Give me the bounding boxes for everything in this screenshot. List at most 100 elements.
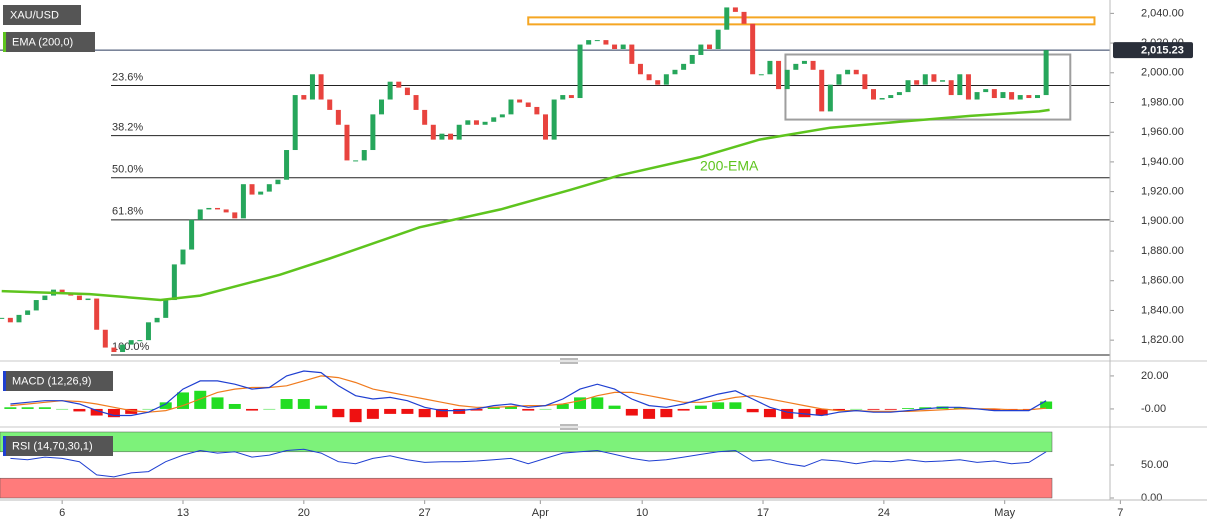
candle bbox=[154, 317, 160, 323]
histogram-bar bbox=[90, 408, 103, 416]
candle bbox=[1034, 95, 1040, 99]
x-tick-label: 24 bbox=[878, 507, 890, 519]
indicator-badge[interactable] bbox=[3, 32, 95, 52]
histogram-bar bbox=[280, 399, 293, 409]
candle bbox=[85, 298, 91, 301]
histogram-bar bbox=[832, 408, 845, 411]
x-tick-label: 27 bbox=[419, 507, 431, 519]
candle bbox=[827, 84, 833, 112]
candle bbox=[940, 80, 946, 82]
candle bbox=[836, 74, 842, 85]
candle bbox=[707, 44, 713, 50]
rsi-band bbox=[0, 477, 1053, 499]
candle bbox=[801, 60, 807, 64]
histogram-bar bbox=[194, 390, 207, 409]
candle bbox=[793, 63, 799, 70]
histogram-bar bbox=[556, 403, 569, 409]
zone bbox=[527, 16, 1096, 26]
histogram-bar bbox=[487, 407, 500, 409]
candle bbox=[620, 44, 626, 50]
price-badge-label: 2,015.23 bbox=[1141, 45, 1184, 57]
histogram-bar bbox=[73, 408, 86, 412]
histogram-bar bbox=[297, 399, 310, 409]
candle bbox=[42, 295, 48, 301]
candle bbox=[732, 7, 738, 12]
candle bbox=[888, 95, 894, 99]
chart-title: XAU/USD bbox=[10, 9, 59, 21]
histogram-bar bbox=[746, 408, 759, 413]
candle bbox=[1009, 92, 1015, 100]
histogram-bar bbox=[211, 397, 224, 409]
candle bbox=[508, 99, 514, 115]
candle bbox=[163, 300, 169, 318]
histogram-bar bbox=[763, 408, 776, 418]
indicator-badge[interactable] bbox=[3, 436, 113, 456]
candle bbox=[0, 317, 5, 319]
candle bbox=[422, 109, 428, 125]
annotation: 200-EMA bbox=[700, 158, 759, 174]
candle bbox=[603, 40, 609, 45]
candle bbox=[94, 298, 100, 330]
candle bbox=[776, 60, 782, 90]
fib-label: 50.0% bbox=[112, 164, 143, 176]
plot-layers: 23.6%38.2%50.0%61.8%100.0%200-EMA1,820.0… bbox=[0, 7, 1193, 519]
histogram-bar bbox=[729, 402, 742, 409]
x-tick-label: 13 bbox=[177, 507, 189, 519]
resize-handle[interactable] bbox=[560, 358, 578, 430]
fib-label: 38.2% bbox=[112, 122, 143, 134]
candle bbox=[361, 150, 367, 161]
candle bbox=[853, 69, 859, 75]
candle bbox=[568, 95, 574, 99]
x-tick-label: 7 bbox=[1117, 507, 1123, 519]
histogram-bar bbox=[988, 408, 1001, 411]
candle bbox=[991, 89, 997, 99]
candle bbox=[344, 124, 350, 161]
candle bbox=[413, 95, 419, 110]
histogram-bar bbox=[867, 408, 880, 410]
candle bbox=[284, 150, 290, 180]
histogram-bar bbox=[539, 408, 552, 410]
histogram-bar bbox=[315, 405, 328, 409]
candle bbox=[845, 69, 851, 75]
line bbox=[10, 375, 1047, 413]
histogram-bar bbox=[4, 407, 17, 409]
histogram-bar bbox=[1040, 401, 1053, 409]
candle bbox=[465, 120, 471, 125]
candle bbox=[983, 89, 989, 93]
candle bbox=[387, 81, 393, 100]
histogram-bar bbox=[712, 402, 725, 409]
candle bbox=[525, 102, 531, 107]
candle bbox=[724, 7, 730, 30]
x-tick-label: 10 bbox=[636, 507, 648, 519]
histogram-bar bbox=[21, 407, 34, 409]
indicator-badge[interactable] bbox=[3, 371, 113, 391]
candle bbox=[784, 69, 790, 90]
candle bbox=[534, 106, 540, 115]
panel-title: RSI (14,70,30,1) bbox=[12, 440, 93, 452]
candle bbox=[309, 74, 315, 100]
rsi-band bbox=[0, 431, 1053, 453]
candle bbox=[240, 184, 246, 219]
candle bbox=[197, 209, 203, 220]
histogram-bar bbox=[470, 408, 483, 411]
candle bbox=[905, 80, 911, 93]
candle bbox=[862, 74, 868, 90]
candle bbox=[965, 74, 971, 100]
histogram-bar bbox=[608, 405, 621, 409]
y-tick-label: 20.00 bbox=[1141, 370, 1169, 382]
histogram-bar bbox=[694, 405, 707, 409]
symbol-badge[interactable] bbox=[3, 5, 81, 25]
candle bbox=[517, 99, 523, 103]
candle bbox=[491, 117, 497, 122]
candle bbox=[258, 191, 264, 195]
candle bbox=[948, 80, 954, 96]
y-tick-label: 1,880.00 bbox=[1141, 245, 1184, 257]
candle bbox=[543, 114, 549, 140]
candle bbox=[879, 98, 885, 100]
candle bbox=[7, 317, 13, 323]
price-badge bbox=[1113, 42, 1193, 59]
histogram-bar bbox=[953, 407, 966, 409]
candle bbox=[689, 54, 695, 64]
candle bbox=[758, 74, 764, 76]
